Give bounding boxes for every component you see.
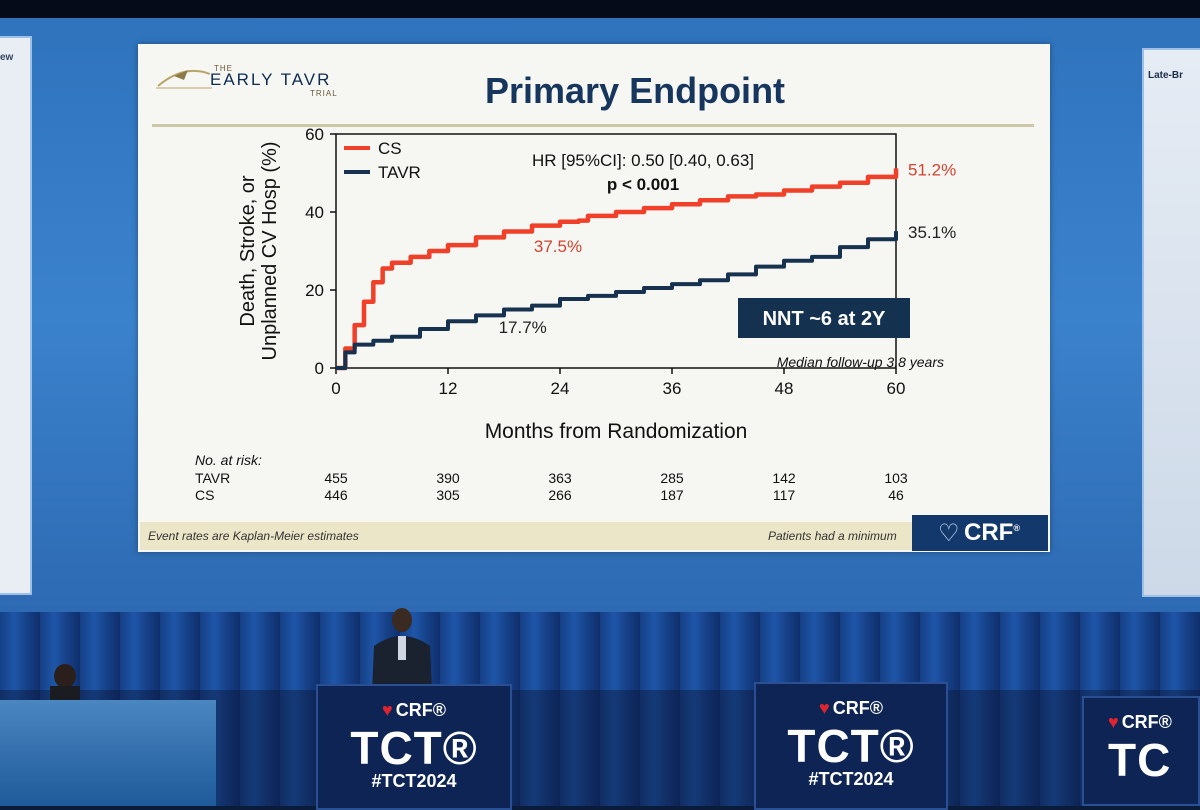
- legend-label-cs: CS: [378, 139, 402, 158]
- y-tick-label: 20: [305, 281, 324, 300]
- nnt-box: [738, 298, 910, 338]
- right-side-screen: Late-Br: [1142, 48, 1200, 597]
- x-tick-label: 36: [663, 379, 682, 398]
- podium-hashtag: #TCT2024: [808, 769, 894, 789]
- number-at-risk-cell: 455: [324, 470, 348, 486]
- y-axis-label-line: Death, Stroke, or: [237, 175, 259, 327]
- trial-logo-trial: TRIAL: [310, 89, 338, 98]
- x-tick-label: 60: [887, 379, 906, 398]
- number-at-risk-cell: 187: [660, 487, 684, 503]
- footer-note-left: Event rates are Kaplan-Meier estimates: [148, 529, 359, 543]
- crf-brand: CRF: [964, 519, 1014, 546]
- y-axis-label-line: Unplanned CV Hosp (%): [259, 142, 281, 361]
- podium-tct-logo: TCT®: [787, 720, 915, 772]
- y-tick-label: 40: [305, 203, 324, 222]
- podium-crf-logo: CRF®: [756, 698, 946, 719]
- x-axis-label: Months from Randomization: [485, 420, 748, 443]
- number-at-risk-cell: 266: [548, 487, 572, 503]
- podium-crf-logo: CRF®: [1108, 712, 1198, 733]
- crf-registered-mark: ®: [1013, 523, 1020, 533]
- hazard-ratio-label: HR [95%CI]: 0.50 [0.40, 0.63]: [532, 151, 754, 170]
- crf-heart-icon: ♡: [938, 520, 960, 547]
- number-at-risk-cell: 285: [660, 470, 684, 486]
- y-tick-label: 60: [305, 125, 324, 144]
- side-screen-bottom-left: [0, 700, 216, 806]
- y-tick-label: 0: [315, 359, 324, 378]
- cs-24m-value-label: 37.5%: [534, 237, 582, 256]
- number-at-risk-row-label: TAVR: [195, 470, 231, 486]
- x-tick-label: 24: [551, 379, 570, 398]
- right-side-label: Late-Br: [1148, 70, 1184, 81]
- p-value-label: p < 0.001: [607, 175, 679, 194]
- cs-end-value-label: 51.2%: [908, 160, 956, 179]
- trial-logo-name: EARLY TAVR: [210, 70, 332, 89]
- number-at-risk-cell: 363: [548, 470, 572, 486]
- x-tick-label: 0: [331, 379, 340, 398]
- tavr-24m-value-label: 17.7%: [499, 318, 547, 337]
- series-line-tavr: [336, 231, 898, 370]
- crf-logo-text: CRF®: [964, 519, 1020, 547]
- left-side-screen: ew: [0, 36, 32, 595]
- x-tick-label: 12: [439, 379, 458, 398]
- slide-title: Primary Endpoint: [485, 70, 786, 111]
- number-at-risk-cell: 446: [324, 487, 348, 503]
- title-divider: [152, 124, 1034, 127]
- tavr-end-value-label: 35.1%: [908, 223, 956, 242]
- legend-label-tavr: TAVR: [378, 163, 421, 182]
- podium-tct-logo: TCT®: [350, 722, 478, 774]
- number-at-risk-cell: 142: [772, 470, 796, 486]
- speaker-figure: [372, 608, 432, 692]
- podium-hashtag: #TCT2024: [371, 771, 457, 791]
- number-at-risk-cell: 117: [772, 487, 796, 503]
- podium-tct-logo: TC: [1108, 734, 1172, 786]
- crf-logo-box: [912, 515, 1048, 551]
- podium-right: CRF® TCT® #TCT2024: [754, 682, 948, 810]
- podium-left: CRF® TCT® #TCT2024: [316, 684, 512, 810]
- slide-footer: [140, 522, 1048, 550]
- kaplan-meier-chart: 0 20 40 60 0 12 24 36 48 60 Months from Randomizat…: [237, 125, 956, 443]
- attendee-figure: [50, 664, 80, 700]
- number-at-risk-cell: 390: [436, 470, 460, 486]
- number-at-risk-cell: 305: [436, 487, 460, 503]
- trial-logo-swoosh-icon: [156, 70, 212, 89]
- left-side-label: ew: [0, 52, 14, 63]
- number-at-risk-label: No. at risk:: [195, 452, 262, 468]
- nnt-label: NNT ~6 at 2Y: [763, 308, 886, 330]
- number-at-risk-row-label: CS: [195, 487, 215, 503]
- number-at-risk-cell: 103: [884, 470, 908, 486]
- median-followup-label: Median follow-up 3.8 years: [777, 354, 944, 370]
- series-line-cs: [336, 168, 899, 371]
- trial-logo-the: THE: [214, 64, 233, 73]
- y-axis-label: Death, Stroke, orUnplanned CV Hosp (%): [237, 142, 281, 361]
- ceiling-band: [0, 0, 1200, 20]
- podium-far-right: CRF® TC: [1082, 696, 1200, 806]
- footer-note-right: Patients had a minimum: [768, 529, 897, 543]
- number-at-risk-cell: 46: [888, 487, 904, 503]
- plot-frame: [335, 133, 897, 369]
- podium-crf-logo: CRF®: [318, 700, 510, 721]
- x-tick-label: 48: [775, 379, 794, 398]
